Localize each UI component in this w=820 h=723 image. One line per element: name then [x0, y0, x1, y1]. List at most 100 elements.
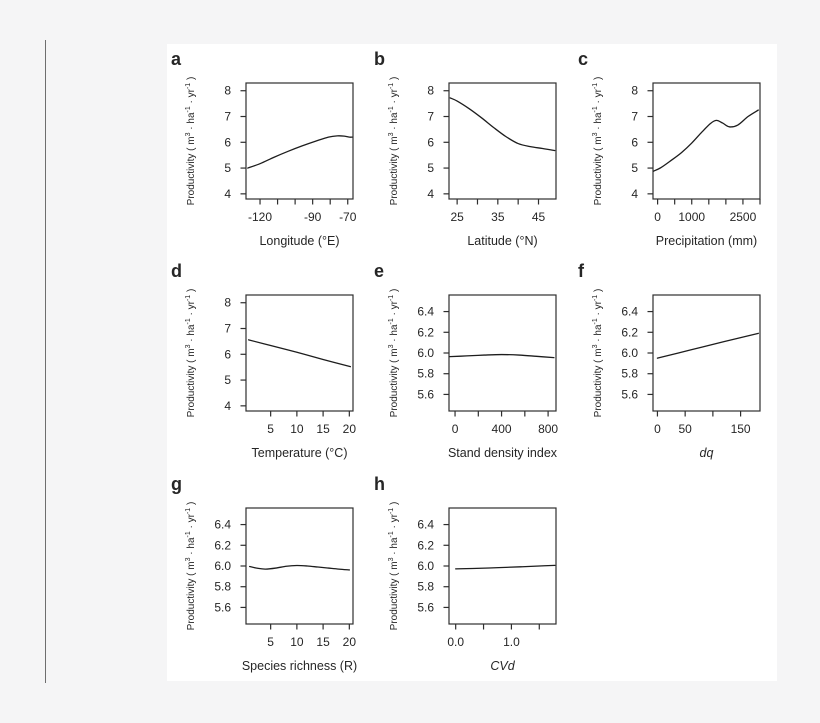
- x-axis-label: Species richness (R): [242, 659, 357, 673]
- panel-e: e Productivity ( m3 · ha-1 · yr-1 ) 5.6 5.8…: [370, 256, 573, 468]
- y-tick-label: 6.4: [417, 305, 434, 319]
- y-tick-label: 8: [224, 296, 231, 310]
- x-axis-label: Precipitation (mm): [656, 234, 757, 248]
- x-tick-label: 25: [450, 210, 464, 224]
- x-axis-label: dq: [700, 446, 714, 460]
- x-tick-label: 45: [532, 210, 546, 224]
- y-tick-label: 6.0: [417, 559, 434, 573]
- panel-d: d Productivity ( m3 · ha-1 · yr-1 ) 4 5 6 7 8 5…: [167, 256, 370, 468]
- y-tick-label: 4: [631, 187, 638, 201]
- x-tick-label: 1000: [678, 210, 705, 224]
- x-tick-label: 800: [538, 422, 558, 436]
- plot-box: [652, 294, 761, 412]
- x-tick-label: -90: [304, 210, 322, 224]
- y-tick-label: 8: [631, 84, 638, 98]
- y-tick-label: 5.8: [417, 367, 434, 381]
- trend-line: [249, 564, 350, 571]
- panel-f-chart: f Productivity ( m3 · ha-1 · yr-1 ) 5.6 5.8…: [578, 261, 761, 460]
- trend-line: [247, 339, 352, 368]
- y-tick-label: 5.6: [621, 387, 638, 401]
- x-tick-label: 20: [343, 635, 357, 649]
- plot-box: [448, 82, 557, 200]
- y-axis-label: Productivity ( m3 · ha-1 · yr-1 ): [592, 289, 604, 418]
- panel-letter: f: [578, 261, 585, 281]
- y-tick-label: 6.4: [417, 518, 434, 532]
- plot-box: [245, 82, 354, 200]
- panel-a: a Productivity ( m3 · ha-1 · yr-1 ) 4 5 6 7 8 -…: [167, 44, 370, 256]
- y-tick-label: 4: [224, 187, 231, 201]
- trend-line: [449, 97, 556, 152]
- panel-b: b Productivity ( m3 · ha-1 · yr-1 ) 4 5 6 7 8 2…: [370, 44, 573, 256]
- panel-c: c Productivity ( m3 · ha-1 · yr-1 ) 4 5 6 7 8 0…: [574, 44, 777, 256]
- panel-g: g Productivity ( m3 · ha-1 · yr-1 ) 5.6 5.8…: [167, 469, 370, 681]
- panel-e-chart: e Productivity ( m3 · ha-1 · yr-1 ) 5.6 5.8…: [374, 261, 558, 460]
- x-tick-label: 10: [290, 422, 304, 436]
- y-tick-label: 6.0: [214, 559, 231, 573]
- x-axis-label: Stand density index: [448, 446, 558, 460]
- x-tick-label: -70: [339, 210, 357, 224]
- y-tick-label: 6: [224, 135, 231, 149]
- y-tick-label: 6.2: [214, 538, 231, 552]
- y-tick-label: 5: [427, 161, 434, 175]
- panel-letter: g: [171, 474, 182, 494]
- y-tick-label: 6.0: [621, 346, 638, 360]
- x-axis-label: CVd: [490, 659, 515, 673]
- x-tick-label: 0.0: [447, 635, 464, 649]
- x-tick-label: 0: [452, 422, 459, 436]
- x-tick-label: 15: [316, 422, 330, 436]
- left-margin-rule: [45, 40, 46, 683]
- y-tick-label: 7: [427, 110, 434, 124]
- y-tick-label: 4: [224, 399, 231, 413]
- trend-line: [449, 353, 555, 359]
- y-axis-label: Productivity ( m3 · ha-1 · yr-1 ): [388, 289, 400, 418]
- x-axis-label: Longitude (°E): [259, 234, 339, 248]
- y-tick-label: 7: [224, 110, 231, 124]
- y-axis-label: Productivity ( m3 · ha-1 · yr-1 ): [185, 77, 197, 206]
- figure-canvas: a Productivity ( m3 · ha-1 · yr-1 ) 4 5 6 7 8-…: [167, 44, 777, 681]
- y-tick-label: 5.8: [417, 580, 434, 594]
- y-tick-label: 7: [631, 110, 638, 124]
- panel-h: h Productivity ( m3 · ha-1 · yr-1 ) 5.6 5.8…: [370, 469, 573, 681]
- y-tick-label: 5: [224, 161, 231, 175]
- y-tick-label: 6: [224, 347, 231, 361]
- x-tick-label: 2500: [730, 210, 757, 224]
- y-tick-label: 6.4: [621, 305, 638, 319]
- y-tick-label: 5.8: [214, 580, 231, 594]
- x-tick-label: 10: [290, 635, 304, 649]
- x-tick-label: 50: [678, 422, 692, 436]
- panel-letter: h: [374, 474, 385, 494]
- plot-box: [448, 294, 557, 412]
- x-tick-label: 35: [491, 210, 505, 224]
- x-tick-label: 5: [267, 422, 274, 436]
- panel-letter: e: [374, 261, 384, 281]
- y-axis-label: Productivity ( m3 · ha-1 · yr-1 ): [185, 502, 197, 631]
- x-tick-label: 150: [731, 422, 751, 436]
- x-tick-label: 20: [343, 422, 357, 436]
- y-tick-label: 5: [224, 373, 231, 387]
- panel-f: f Productivity ( m3 · ha-1 · yr-1 ) 5.6 5.8…: [574, 256, 777, 468]
- panel-letter: b: [374, 49, 385, 69]
- panel-c-chart: c Productivity ( m3 · ha-1 · yr-1 ) 4 5 6 7 8 0…: [578, 49, 761, 248]
- x-tick-label: 0: [654, 422, 661, 436]
- panel-letter: c: [578, 49, 588, 69]
- y-axis-label: Productivity ( m3 · ha-1 · yr-1 ): [388, 502, 400, 631]
- x-axis-label: Latitude (°N): [467, 234, 537, 248]
- x-tick-label: 0: [654, 210, 661, 224]
- y-tick-label: 6.0: [417, 346, 434, 360]
- x-tick-label: 1.0: [503, 635, 520, 649]
- y-tick-label: 8: [427, 84, 434, 98]
- y-tick-label: 5.6: [417, 387, 434, 401]
- y-tick-label: 4: [427, 187, 434, 201]
- y-tick-label: 5: [631, 161, 638, 175]
- trend-line: [247, 135, 353, 169]
- x-tick-label: -120: [248, 210, 272, 224]
- y-axis-label: Productivity ( m3 · ha-1 · yr-1 ): [388, 77, 400, 206]
- panel-letter: d: [171, 261, 182, 281]
- y-tick-label: 6.2: [417, 325, 434, 339]
- x-tick-label: 15: [316, 635, 330, 649]
